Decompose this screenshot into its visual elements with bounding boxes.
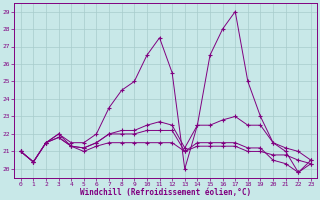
X-axis label: Windchill (Refroidissement éolien,°C): Windchill (Refroidissement éolien,°C) bbox=[80, 188, 252, 197]
